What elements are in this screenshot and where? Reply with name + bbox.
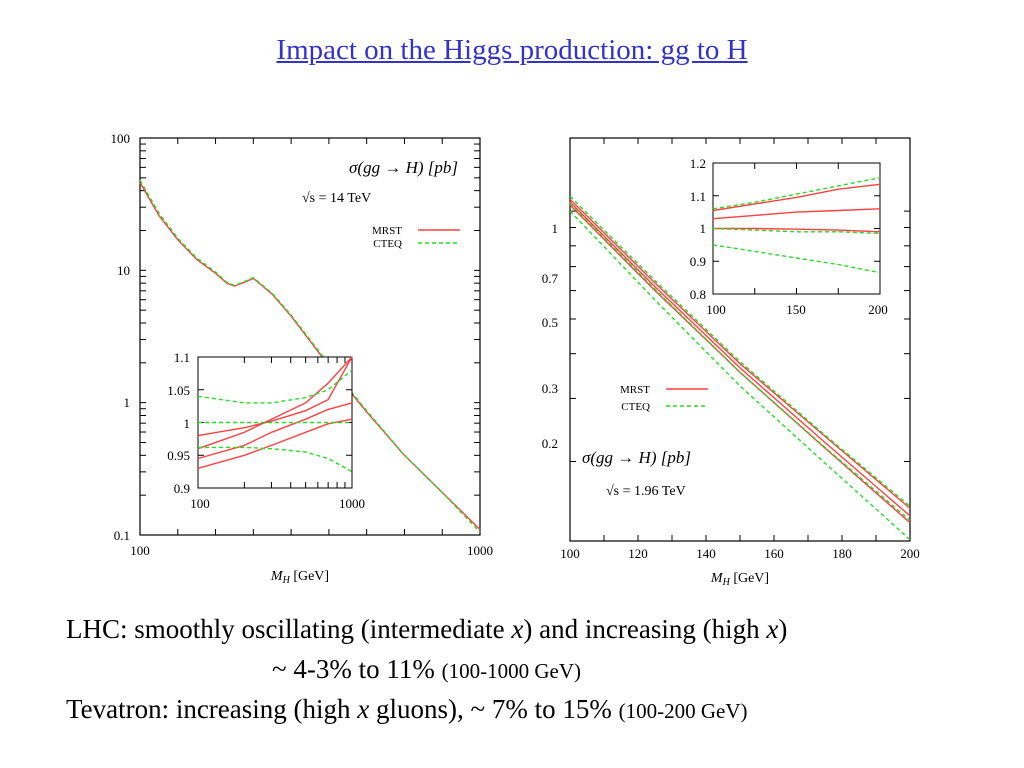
tev-cteq-line-3 bbox=[569, 195, 911, 507]
tev-energy-label: √s = 1.96 TeV bbox=[606, 484, 686, 499]
caption-lhc-x2: x bbox=[766, 614, 779, 644]
tev-series bbox=[569, 195, 911, 541]
tev-annotation: σ(gg → H) [pb] bbox=[582, 448, 691, 467]
tev-ytick-label: 0.2 bbox=[542, 436, 558, 451]
tev-legend-cteq: CTEQ bbox=[621, 401, 650, 413]
lhc-plot-frame bbox=[139, 137, 481, 536]
tev-x-axis-label: MH [GeV] bbox=[710, 571, 769, 588]
lhc-ytick-label: 1 bbox=[124, 395, 131, 410]
tev-inset-ytick-label: 1.1 bbox=[690, 189, 706, 204]
caption-tev-text2: gluons), ~ 7% to 15% bbox=[369, 694, 619, 724]
tev-xtick-label: 160 bbox=[764, 546, 784, 561]
lhc-inset-series bbox=[197, 356, 353, 473]
lhc-energy-label: √s = 14 TeV bbox=[302, 191, 371, 206]
caption-lhc-range: ~ 4-3% to 11% (100-1000 GeV) bbox=[272, 654, 581, 685]
tev-inset-ytick-label: 0.9 bbox=[690, 254, 706, 269]
caption-lhc-text3: ) bbox=[778, 614, 788, 644]
lhc-inset-cteq-line-6 bbox=[198, 446, 353, 473]
tev-inset-ytick-label: 0.8 bbox=[690, 287, 706, 302]
lhc-annotation: σ(gg → H) [pb] bbox=[349, 158, 458, 177]
tev-legend-mrst: MRST bbox=[620, 384, 650, 396]
lhc-inset-xtick-label: 1000 bbox=[339, 496, 365, 511]
tev-ytick-label: 0.3 bbox=[542, 381, 558, 396]
caption-lhc: LHC: smoothly oscillating (intermediate … bbox=[66, 614, 787, 645]
lhc-ytick-label: 100 bbox=[111, 131, 131, 146]
caption-tev-mass-range: (100-200 GeV) bbox=[618, 699, 748, 723]
lhc-x-axis-label: MH [GeV] bbox=[270, 569, 329, 586]
caption-lhc-mass-range: (100-1000 GeV) bbox=[441, 659, 581, 683]
tev-inset-ytick-label: 1.2 bbox=[690, 156, 706, 171]
tev-ytick-label: 1 bbox=[552, 221, 559, 236]
lhc-inset-ytick-label: 1.05 bbox=[167, 383, 190, 398]
tev-inset-xtick-label: 150 bbox=[786, 302, 806, 317]
tev-ticks bbox=[569, 138, 911, 541]
lhc-inset-mrst-line-3 bbox=[197, 356, 353, 437]
lhc-xtick-label: 1000 bbox=[467, 543, 493, 558]
caption-tev-x: x bbox=[357, 694, 370, 724]
slide-title-link[interactable]: Impact on the Higgs production: gg to H bbox=[276, 34, 748, 66]
lhc-series bbox=[139, 179, 481, 533]
tev-inset-mrst-line-2 bbox=[713, 227, 881, 233]
lhc-ytick-label: 10 bbox=[117, 263, 130, 278]
caption-lhc-percent: ~ 4-3% to 11% bbox=[272, 654, 442, 684]
tev-inset-ytick-label: 1 bbox=[700, 221, 707, 236]
tev-inset-xtick-label: 200 bbox=[868, 302, 888, 317]
tevatron-chart: 1 0.7 0.5 0.3 0.2 100 120 140 160 180 20… bbox=[542, 137, 920, 588]
caption-tevatron: Tevatron: increasing (high x gluons), ~ … bbox=[66, 694, 747, 725]
lhc-inset-ytick-label: 1.1 bbox=[174, 350, 190, 365]
lhc-legend-mrst: MRST bbox=[372, 225, 402, 237]
lhc-legend-cteq: CTEQ bbox=[373, 238, 402, 250]
caption-tev-text: Tevatron: increasing (high bbox=[66, 694, 358, 724]
tev-inset-cteq-line-5 bbox=[712, 244, 881, 274]
tev-xtick-label: 180 bbox=[832, 546, 852, 561]
lhc-inset-ytick-label: 0.9 bbox=[174, 481, 190, 496]
tev-xtick-label: 140 bbox=[696, 546, 716, 561]
tev-cteq-line-4 bbox=[569, 203, 911, 521]
lhc-xtick-label: 100 bbox=[130, 543, 150, 558]
lhc-inset-xtick-label: 100 bbox=[190, 496, 210, 511]
tev-inset-mrst-line-1 bbox=[712, 208, 881, 220]
lhc-inset-ytick-label: 1 bbox=[184, 416, 191, 431]
tev-inset-series bbox=[712, 177, 881, 274]
lhc-inset-ytick-label: 0.95 bbox=[167, 448, 190, 463]
caption-lhc-text: LHC: smoothly oscillating (intermediate bbox=[66, 614, 512, 644]
tev-xtick-label: 100 bbox=[560, 546, 580, 561]
caption-lhc-text2: ) and increasing (high bbox=[523, 614, 767, 644]
slide-title[interactable]: Impact on the Higgs production: gg to H bbox=[0, 34, 1024, 67]
tev-ytick-label: 0.7 bbox=[542, 271, 559, 286]
tev-xtick-label: 120 bbox=[628, 546, 648, 561]
lhc-mrst-line-0 bbox=[139, 182, 481, 530]
tev-inset-cteq-line-3 bbox=[712, 177, 881, 210]
tev-mrst-line-1 bbox=[569, 201, 911, 517]
lhc-ytick-label: 0.1 bbox=[114, 528, 130, 543]
tev-mrst-line-0 bbox=[569, 198, 911, 509]
lhc-chart: 100 10 1 0.1 100 1000 MH [GeV] σ(gg → H)… bbox=[111, 131, 494, 586]
tev-xtick-label: 200 bbox=[900, 546, 920, 561]
tev-inset-xtick-label: 100 bbox=[706, 302, 726, 317]
tev-inset-mrst-line-0 bbox=[712, 183, 881, 212]
lhc-inset-mrst-line-0 bbox=[197, 356, 353, 450]
tev-ytick-label: 0.5 bbox=[542, 315, 558, 330]
caption-lhc-x: x bbox=[511, 614, 524, 644]
lhc-inset-cteq-line-4 bbox=[197, 369, 353, 404]
